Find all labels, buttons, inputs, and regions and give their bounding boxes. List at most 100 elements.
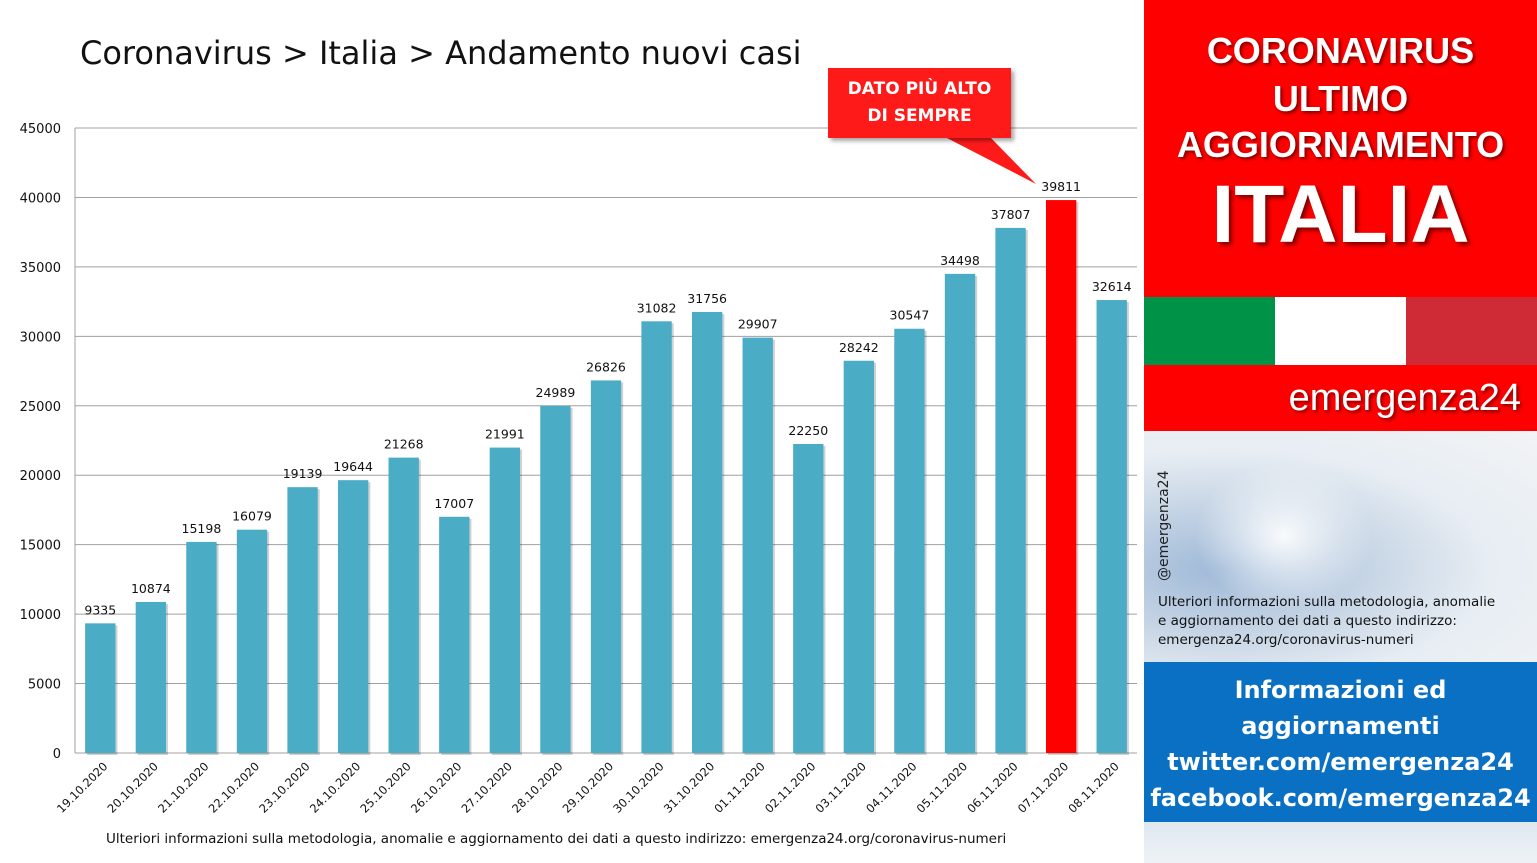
bar-chart: 0 5000 10000 15000 20000 25000 30000 35000 40000… bbox=[20, 122, 1137, 816]
data-label: 16079 bbox=[232, 509, 272, 524]
twitter-link[interactable]: twitter.com/emergenza24 bbox=[1167, 748, 1514, 776]
x-tick-label: 25.10.2020 bbox=[357, 759, 413, 815]
data-label: 21991 bbox=[485, 427, 525, 442]
y-tick-label: 45000 bbox=[20, 122, 61, 137]
photo-highlight bbox=[1194, 461, 1374, 611]
header-banner: CORONAVIRUS ULTIMO AGGIORNAMENTO ITALIA bbox=[1144, 0, 1537, 297]
flag-white-stripe bbox=[1275, 297, 1406, 365]
info-line-3: emergenza24.org/coronavirus-numeri bbox=[1158, 632, 1414, 648]
bar bbox=[995, 227, 1026, 753]
data-label: 39811 bbox=[1041, 179, 1081, 194]
x-tick-label: 02.11.2020 bbox=[762, 759, 818, 815]
info-line-2: e aggiornamento dei dati a questo indiri… bbox=[1158, 613, 1457, 629]
data-label: 21268 bbox=[384, 437, 424, 452]
x-tick-label: 22.10.2020 bbox=[206, 759, 262, 815]
y-tick-label: 20000 bbox=[20, 469, 61, 484]
italian-flag bbox=[1144, 297, 1537, 365]
header-country: ITALIA bbox=[1211, 169, 1470, 260]
y-tick-label: 30000 bbox=[20, 330, 61, 345]
facebook-link[interactable]: facebook.com/emergenza24 bbox=[1150, 784, 1531, 812]
y-tick-label: 5000 bbox=[28, 678, 61, 693]
data-label: 28242 bbox=[839, 340, 879, 355]
data-label: 30547 bbox=[890, 308, 930, 323]
x-tick-label: 24.10.2020 bbox=[307, 759, 363, 815]
bar bbox=[793, 443, 824, 753]
bar bbox=[843, 360, 875, 753]
bar bbox=[186, 541, 217, 753]
bar bbox=[742, 337, 773, 753]
y-tick-label: 40000 bbox=[20, 191, 61, 206]
bar bbox=[287, 487, 318, 753]
data-label: 19644 bbox=[333, 459, 373, 474]
x-tick-label: 19.10.2020 bbox=[54, 759, 110, 815]
bar bbox=[691, 311, 723, 753]
record-callout: DATO PIÙ ALTO DI SEMPRE bbox=[828, 68, 1011, 138]
data-label: 22250 bbox=[788, 423, 828, 438]
data-label: 34498 bbox=[940, 253, 980, 268]
x-tick-label: 20.10.2020 bbox=[105, 759, 161, 815]
x-tick-label: 08.11.2020 bbox=[1065, 759, 1121, 815]
bar bbox=[135, 601, 167, 753]
bar bbox=[1096, 300, 1127, 753]
bar bbox=[590, 380, 622, 753]
data-label: 32614 bbox=[1092, 279, 1132, 294]
x-tick-label: 06.11.2020 bbox=[964, 759, 1020, 815]
y-tick-label: 0 bbox=[53, 747, 61, 762]
social-handle: @emergenza24 bbox=[1156, 470, 1172, 582]
data-label: 17007 bbox=[434, 496, 474, 511]
bar bbox=[540, 405, 571, 753]
footnote: Ulteriori informazioni sulla metodologia… bbox=[106, 831, 1007, 847]
callout-pointer bbox=[945, 137, 1036, 184]
background-photo-bottom bbox=[1144, 822, 1537, 863]
side-panel: CORONAVIRUS ULTIMO AGGIORNAMENTO ITALIA … bbox=[1144, 0, 1537, 863]
bar bbox=[641, 321, 672, 753]
x-tick-label: 30.10.2020 bbox=[610, 759, 666, 815]
data-label: 31082 bbox=[637, 300, 677, 315]
x-tick-label: 04.11.2020 bbox=[863, 759, 919, 815]
bar bbox=[85, 623, 116, 753]
x-tick-label: 31.10.2020 bbox=[661, 759, 717, 815]
callout-line1: DATO PIÙ ALTO bbox=[847, 79, 992, 99]
x-tick-label: 27.10.2020 bbox=[459, 759, 515, 815]
x-tick-label: 03.11.2020 bbox=[813, 759, 869, 815]
bar bbox=[1045, 200, 1077, 753]
x-tick-label: 26.10.2020 bbox=[408, 759, 464, 815]
brand-banner: emergenza24 bbox=[1144, 365, 1537, 431]
bar bbox=[894, 328, 925, 753]
info-line-1: Ulteriori informazioni sulla metodologia… bbox=[1158, 594, 1496, 610]
x-tick-label: 23.10.2020 bbox=[256, 759, 312, 815]
x-tick-label: 29.10.2020 bbox=[560, 759, 616, 815]
callout-line2: DI SEMPRE bbox=[867, 106, 972, 126]
flag-red-stripe bbox=[1406, 297, 1537, 365]
data-label: 24989 bbox=[536, 385, 576, 400]
bar bbox=[337, 480, 369, 753]
y-tick-label: 15000 bbox=[20, 539, 61, 554]
header-line-2: ULTIMO bbox=[1272, 78, 1409, 119]
data-label: 29907 bbox=[738, 317, 778, 332]
bar bbox=[489, 447, 521, 753]
y-tick-label: 25000 bbox=[20, 400, 61, 415]
y-tick-label: 35000 bbox=[20, 261, 61, 276]
data-label: 9335 bbox=[84, 602, 116, 617]
x-tick-label: 07.11.2020 bbox=[1015, 759, 1071, 815]
data-label: 15198 bbox=[182, 521, 222, 536]
blue-line-2: aggiornamenti bbox=[1241, 712, 1440, 740]
x-tick-label: 01.11.2020 bbox=[711, 759, 767, 815]
data-label: 10874 bbox=[131, 581, 171, 596]
x-tick-label: 21.10.2020 bbox=[155, 759, 211, 815]
x-tick-label: 05.11.2020 bbox=[914, 759, 970, 815]
chart-title: Coronavirus > Italia > Andamento nuovi c… bbox=[80, 34, 802, 72]
bar bbox=[236, 529, 268, 753]
header-line-1: CORONAVIRUS bbox=[1206, 30, 1475, 71]
bar bbox=[944, 273, 976, 753]
data-label: 19139 bbox=[283, 466, 323, 481]
y-tick-label: 10000 bbox=[20, 608, 61, 623]
data-label: 26826 bbox=[586, 359, 626, 374]
info-text: Ulteriori informazioni sulla metodologia… bbox=[1158, 593, 1528, 650]
data-label: 31756 bbox=[687, 291, 727, 306]
bar bbox=[388, 457, 419, 753]
x-tick-label: 28.10.2020 bbox=[509, 759, 565, 815]
brand-name: emergenza24 bbox=[1288, 377, 1521, 419]
social-links-box: Informazioni ed aggiornamenti twitter.co… bbox=[1144, 662, 1537, 822]
flag-green-stripe bbox=[1144, 297, 1275, 365]
